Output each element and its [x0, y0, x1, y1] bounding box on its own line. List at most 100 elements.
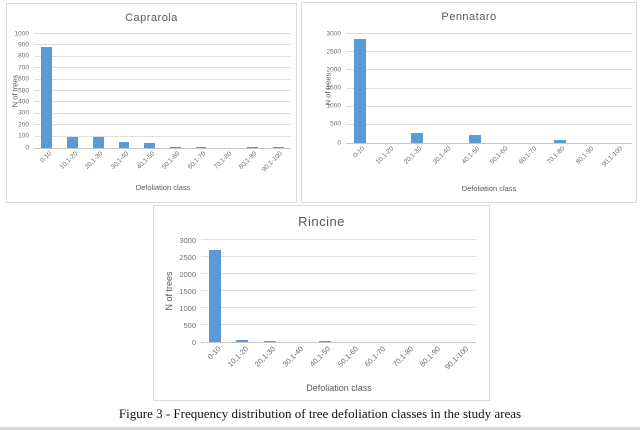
chart-title-caprarola: Caprarola [125, 12, 178, 24]
y-tick-label: 0 [25, 143, 29, 151]
chart-panel-rincine: Rincine N of trees 0 500 1000 1500 2000 2500 3… [153, 205, 490, 401]
bar-pennataro-20,1-30 [411, 132, 424, 143]
gridline-900 [34, 44, 291, 46]
x-tick-label: 50,1-60 [335, 344, 360, 369]
figure-caption: Figure 3 - Frequency distribution of tre… [118, 406, 522, 421]
y-tick-label: 500 [18, 86, 29, 94]
bar-caprarola-80,1-90 [247, 147, 258, 148]
x-tick-label: 50,1-60 [489, 145, 510, 166]
x-tick-label: 80,1-90 [238, 150, 259, 171]
bar-rincine-40,1-50 [318, 340, 331, 342]
y-tick-label: 500 [330, 120, 341, 128]
gridline-3000 [346, 33, 632, 34]
x-axis-title: Defoliation class [306, 383, 372, 393]
bar-rincine-20,1-30 [263, 340, 276, 342]
x-tick-label: 30,1-40 [109, 150, 131, 171]
x-tick-label: 40,1-50 [460, 145, 481, 166]
x-tick-label: 80,1-90 [574, 145, 596, 166]
y-tick-label: 1000 [326, 102, 341, 110]
gridline-800 [34, 55, 291, 57]
chart-panel-caprarola: Caprarola N of trees 0 100 200 300 400 500 600… [6, 3, 297, 203]
x-tick-label: 10,1-20 [225, 344, 250, 369]
y-tick-label: 2000 [179, 269, 196, 279]
x-tick-label: 20,1-30 [403, 145, 424, 166]
bar-pennataro-0-10 [354, 39, 367, 143]
bar-caprarola-30,1-40 [118, 141, 130, 148]
gridline-2000 [346, 69, 632, 71]
y-tick-label: 1500 [326, 84, 341, 92]
x-tick-label: 60,1-70 [363, 344, 388, 369]
gridline-500 [346, 123, 632, 125]
gridline-500 [201, 324, 476, 326]
y-tick-label: 3000 [326, 29, 341, 37]
bar-caprarola-50,1-60 [169, 146, 181, 148]
gridline-3000 [201, 239, 476, 240]
x-tick-label: 0-10 [352, 145, 367, 160]
y-tick-label: 1000 [14, 29, 29, 37]
gridline-1500 [201, 290, 476, 291]
bar-rincine-10,1-20 [236, 340, 249, 342]
y-tick-label: 500 [183, 320, 196, 330]
y-tick-label: 1000 [179, 303, 196, 313]
x-axis-title: Defoliation class [135, 183, 191, 192]
gridline-2000 [201, 273, 476, 275]
x-tick-label: 20,1-30 [83, 150, 105, 171]
gridline-200 [34, 124, 291, 126]
plot-area-pennataro: 0 500 1000 1500 2000 2500 3000 0-10 10,1-20 20,1-… [327, 30, 632, 168]
gridline-1500 [346, 87, 632, 89]
x-tick-label: 60,1-70 [517, 145, 539, 166]
bar-caprarola-20,1-30 [92, 136, 104, 148]
chart-title-pennataro: Pennataro [441, 11, 497, 23]
x-axis-title: Defoliation class [461, 184, 517, 193]
page-bottom-divider [0, 427, 640, 430]
y-tick-label: 300 [18, 109, 29, 117]
bar-rincine-0-10 [208, 250, 221, 342]
y-tick-label: 0 [191, 337, 196, 347]
x-tick-label: 40,1-50 [135, 150, 156, 171]
x-tick-label: 20,1-30 [253, 344, 278, 369]
bar-caprarola-90,1-100 [272, 147, 284, 148]
x-tick-label: 70,1-80 [546, 145, 567, 166]
gridline-300 [34, 112, 291, 114]
gridline-1000 [346, 105, 632, 107]
gridline-100 [34, 135, 291, 137]
x-tick-label: 40,1-50 [308, 344, 333, 369]
x-tick-label: 30,1-40 [431, 145, 453, 166]
y-tick-label: 600 [18, 75, 29, 83]
x-tick-label: 50,1-60 [161, 150, 182, 171]
x-tick-label: 90,1-100 [600, 145, 624, 169]
bar-pennataro-70,1-80 [554, 140, 567, 143]
y-tick-label: 200 [18, 120, 29, 128]
bar-caprarola-40,1-50 [144, 142, 156, 148]
bar-caprarola-10,1-20 [67, 136, 78, 148]
x-tick-label: 0-10 [38, 150, 54, 165]
x-tick-label: 30,1-40 [280, 344, 305, 369]
x-tick-label: 90,1-100 [261, 150, 285, 174]
gridline-400 [34, 101, 291, 103]
x-tick-label: 80,1-90 [418, 344, 443, 369]
gridline-700 [34, 67, 291, 69]
y-tick-label: 1500 [179, 286, 196, 296]
gridline-500 [34, 90, 291, 91]
gridline-1000 [34, 33, 291, 34]
y-tick-label: 700 [18, 63, 29, 71]
y-axis-title: N of trees [164, 271, 174, 311]
y-tick-label: 2000 [326, 66, 341, 74]
bar-caprarola-60,1-70 [195, 146, 207, 148]
x-tick-label: 60,1-70 [186, 150, 208, 171]
bar-pennataro-40,1-50 [468, 135, 481, 143]
y-tick-label: 800 [18, 52, 29, 60]
gridline-1000 [201, 307, 476, 309]
y-tick-label: 900 [18, 41, 29, 49]
y-tick-label: 2500 [179, 252, 196, 262]
gridline-2500 [346, 51, 632, 53]
gridline-600 [34, 78, 291, 80]
chart-panel-pennataro: Pennataro N of trees 0 500 1000 1500 2000 250… [301, 2, 637, 203]
y-tick-label: 400 [18, 98, 29, 106]
x-tick-label: 90,1-100 [442, 344, 470, 372]
gridline-2500 [201, 256, 476, 257]
x-tick-label: 10,1-20 [374, 145, 396, 166]
x-tick-label: 70,1-80 [390, 344, 415, 369]
y-tick-label: 2500 [326, 47, 341, 55]
